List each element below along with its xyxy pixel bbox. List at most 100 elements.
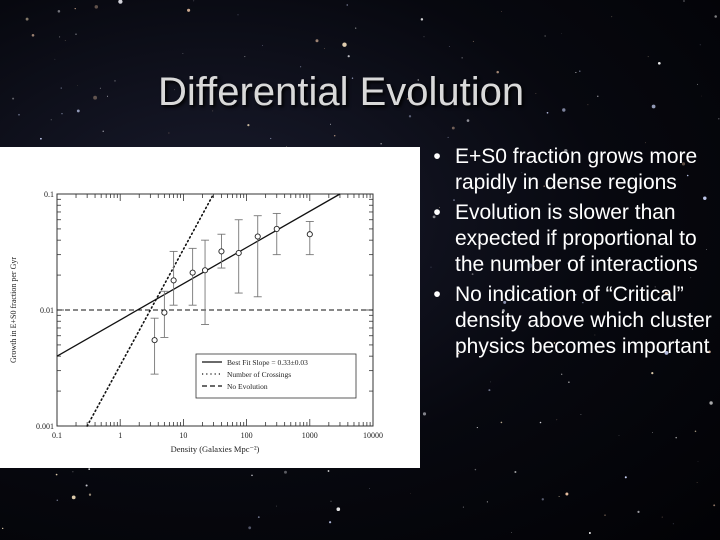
star xyxy=(432,215,436,219)
star xyxy=(18,113,20,116)
star xyxy=(420,18,424,21)
star xyxy=(565,492,569,496)
star xyxy=(604,514,606,516)
point-marker xyxy=(201,267,209,274)
star xyxy=(558,496,560,497)
data-point xyxy=(253,215,262,298)
star xyxy=(486,90,488,92)
star xyxy=(71,495,76,500)
star xyxy=(714,15,717,18)
star xyxy=(2,527,4,530)
star xyxy=(579,70,581,72)
star xyxy=(56,499,59,501)
star xyxy=(330,500,332,502)
star xyxy=(174,89,175,91)
point-marker xyxy=(218,248,225,255)
star xyxy=(417,79,419,81)
star xyxy=(528,263,533,268)
point-marker xyxy=(170,277,177,284)
star xyxy=(107,95,109,97)
star xyxy=(12,97,15,100)
star xyxy=(494,320,495,322)
star xyxy=(270,137,272,140)
star xyxy=(575,71,577,74)
star xyxy=(587,104,589,106)
star xyxy=(369,488,371,489)
data-point xyxy=(201,239,210,325)
star xyxy=(323,48,325,50)
star xyxy=(501,11,502,12)
star xyxy=(102,130,104,132)
star xyxy=(573,183,575,185)
star xyxy=(286,146,287,147)
star xyxy=(580,413,582,416)
star xyxy=(88,493,92,496)
star xyxy=(474,468,477,471)
x-tick-label: 1000 xyxy=(302,431,318,440)
star xyxy=(556,419,558,421)
star xyxy=(275,505,277,507)
star xyxy=(284,470,287,474)
star xyxy=(553,342,556,344)
star xyxy=(544,35,546,37)
star xyxy=(535,92,537,94)
star xyxy=(257,516,260,518)
star xyxy=(182,53,184,54)
y-tick-label: 0.001 xyxy=(36,422,54,431)
star xyxy=(541,498,544,501)
data-point xyxy=(188,247,197,306)
star xyxy=(699,44,701,46)
star xyxy=(55,473,58,476)
y-tick-label: 0.01 xyxy=(40,306,54,315)
legend-box xyxy=(195,353,357,399)
star xyxy=(74,8,76,10)
star xyxy=(178,79,181,82)
star xyxy=(355,27,357,29)
star xyxy=(31,33,35,37)
star xyxy=(407,98,409,100)
star xyxy=(594,334,596,336)
point-marker xyxy=(161,309,168,316)
star xyxy=(342,42,347,47)
bullet-glyph: • xyxy=(433,145,441,168)
star xyxy=(251,474,253,477)
star xyxy=(537,345,539,347)
star xyxy=(551,265,553,267)
bullet-text: No indication of “Critical” density abov… xyxy=(455,283,712,358)
star xyxy=(476,427,478,429)
point-marker xyxy=(273,225,280,232)
star xyxy=(453,199,455,202)
star xyxy=(661,516,663,518)
star xyxy=(315,39,319,43)
star xyxy=(187,8,191,12)
star xyxy=(701,95,702,97)
star xyxy=(88,468,91,470)
star xyxy=(244,56,246,58)
star xyxy=(664,350,669,355)
star xyxy=(422,412,427,416)
star xyxy=(327,470,330,472)
x-tick-label: 0.1 xyxy=(52,431,62,440)
star xyxy=(76,109,80,113)
star xyxy=(447,136,449,138)
star xyxy=(332,83,334,86)
star xyxy=(466,119,470,122)
data-point xyxy=(150,317,159,375)
star xyxy=(462,506,464,508)
star xyxy=(75,33,77,35)
star xyxy=(515,344,517,346)
star xyxy=(567,262,570,265)
star xyxy=(708,350,711,354)
star xyxy=(644,142,646,144)
star xyxy=(651,372,654,375)
star xyxy=(718,118,720,120)
star xyxy=(697,461,699,462)
star xyxy=(486,501,489,503)
star xyxy=(77,84,78,86)
star xyxy=(706,249,707,250)
star xyxy=(347,55,350,58)
star xyxy=(99,87,101,89)
star xyxy=(451,126,455,130)
x-tick-label: 10000 xyxy=(363,431,383,440)
star xyxy=(61,113,63,115)
